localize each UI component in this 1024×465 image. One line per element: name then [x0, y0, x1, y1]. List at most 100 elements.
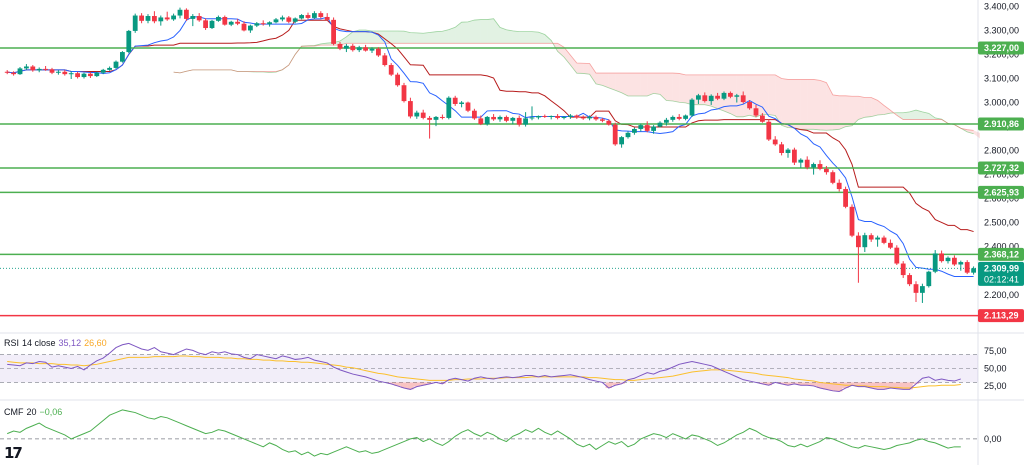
cloud-segment — [762, 74, 769, 115]
candle-body — [382, 55, 388, 66]
candle-body — [817, 164, 823, 169]
candle-body — [772, 139, 778, 145]
candle-body — [542, 115, 548, 117]
cloud-segment — [608, 73, 616, 91]
candle — [401, 82, 407, 103]
cloud-segment — [404, 31, 411, 44]
cloud-segment — [909, 110, 916, 120]
rsi-name: RSI — [4, 338, 20, 348]
candle — [907, 273, 912, 287]
candle-body — [804, 159, 810, 168]
candle-body — [395, 74, 400, 86]
candle — [638, 123, 644, 132]
candle — [81, 72, 87, 79]
candle — [952, 255, 957, 266]
cloud-segment — [896, 112, 904, 120]
cloud-segment — [660, 73, 667, 101]
candle-body — [203, 20, 208, 29]
candle-body — [280, 17, 285, 20]
candle — [113, 60, 119, 69]
candle-body — [740, 95, 746, 103]
candle — [376, 47, 381, 57]
candle — [606, 119, 612, 126]
candle-body — [920, 286, 925, 293]
candle — [683, 114, 688, 121]
rsi-params: 14 close — [22, 338, 56, 348]
candle-body — [836, 182, 842, 190]
candle — [932, 250, 938, 274]
candle-body — [113, 61, 119, 68]
candle-body — [792, 149, 797, 163]
candle-body — [600, 119, 605, 121]
candle — [472, 108, 477, 120]
candle — [260, 20, 266, 26]
candle — [184, 8, 189, 21]
candle — [292, 17, 298, 24]
candle-body — [958, 262, 964, 265]
candle-body — [785, 149, 791, 153]
rsi-value: 35,12 — [58, 338, 82, 348]
candle — [312, 11, 317, 19]
candle — [107, 66, 112, 71]
cloud-segment — [858, 96, 865, 120]
cmf-line — [7, 409, 961, 457]
candle-body — [190, 16, 196, 19]
candle-body — [331, 19, 336, 44]
candle — [17, 66, 23, 75]
cloud-segment — [340, 36, 347, 46]
cloud-segment — [852, 96, 859, 126]
level-tag-label: 2.910,86 — [984, 119, 1019, 129]
candle — [561, 115, 567, 120]
candle — [798, 158, 804, 168]
candle — [484, 115, 490, 126]
candle-body — [164, 17, 170, 20]
candle-body — [504, 116, 509, 121]
candle-body — [548, 115, 554, 117]
rsi-tick-label: 25,00 — [984, 381, 1007, 391]
candle-body — [324, 16, 330, 20]
rsi-panel: 75,00 50,00 25,00 — [0, 342, 1007, 393]
candle-body — [811, 164, 816, 168]
candle — [459, 101, 464, 108]
cloud-segment — [397, 31, 404, 44]
tradingview-logo-icon[interactable]: 17 — [4, 444, 23, 462]
candle — [228, 20, 234, 27]
candle — [280, 15, 285, 22]
cloud-segment — [903, 111, 910, 120]
candle — [849, 204, 855, 238]
candle — [702, 92, 708, 103]
candle-body — [945, 257, 951, 262]
cloud-segment — [448, 27, 456, 44]
candle — [337, 41, 343, 51]
candle — [139, 13, 144, 24]
candle-body — [241, 23, 247, 31]
candle — [804, 156, 810, 170]
candle — [670, 115, 676, 122]
price-tick-label: 2.400,00 — [984, 242, 1019, 252]
candle — [651, 125, 656, 134]
cloud-segment — [788, 79, 795, 128]
candle — [824, 165, 829, 175]
candle-body — [913, 284, 919, 293]
kijun-sen-line — [7, 19, 974, 233]
candle-body — [267, 22, 272, 25]
candle-body — [465, 102, 471, 111]
candle-body — [254, 23, 260, 26]
candle — [920, 283, 925, 303]
candle — [593, 115, 599, 121]
last-price-label: 2.309,99 — [984, 263, 1019, 273]
candle-body — [875, 237, 880, 240]
candle — [574, 114, 580, 119]
candle-body — [286, 17, 292, 22]
candle-body — [907, 275, 912, 285]
candle — [504, 115, 509, 123]
candle-body — [260, 23, 266, 25]
cloud-segment — [717, 74, 724, 112]
candle-body — [107, 67, 112, 70]
candle — [299, 14, 304, 20]
candle-body — [888, 242, 893, 248]
rsi-tick-label: 50,00 — [984, 364, 1007, 374]
candle — [164, 11, 170, 21]
candle — [94, 71, 100, 78]
